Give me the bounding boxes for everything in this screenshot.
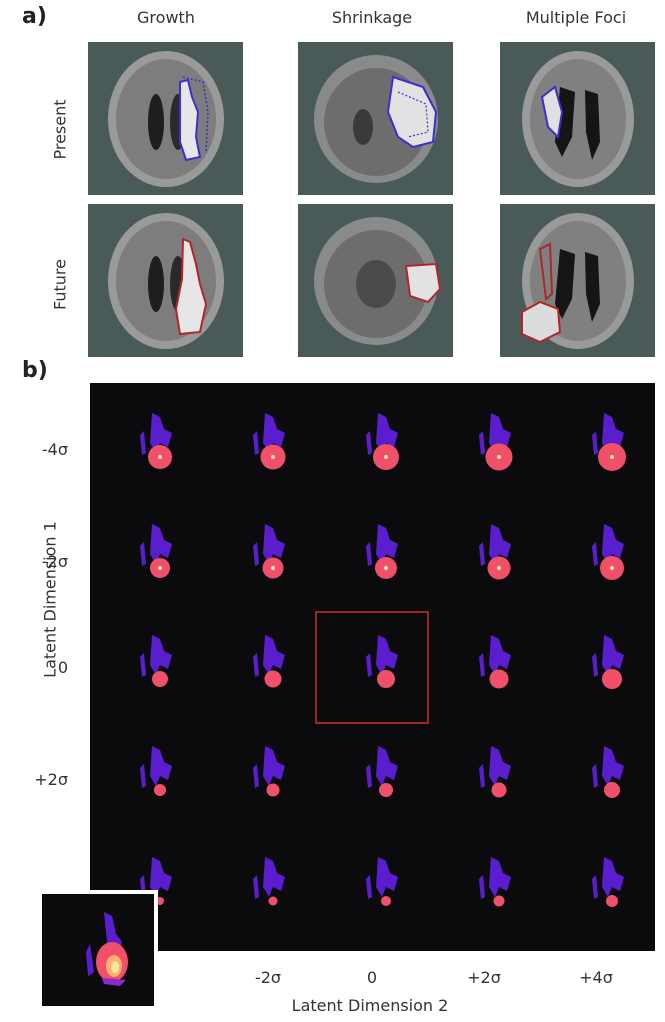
latent-sample	[253, 857, 285, 906]
latent-sample	[592, 746, 624, 798]
latent-sample	[592, 413, 626, 471]
mri-shrinkage-present	[298, 42, 453, 195]
inset-sample-zoom	[38, 890, 158, 1010]
column-title-growth: Growth	[137, 8, 195, 27]
latent-sample	[140, 413, 172, 469]
y-tick-label: -4σ	[41, 440, 68, 459]
column-title-shrinkage: Shrinkage	[331, 8, 413, 27]
column-title-multiple-foci: Multiple Foci	[525, 8, 627, 27]
mri-shrinkage-future	[298, 204, 453, 357]
latent-sample	[479, 413, 513, 471]
row-label-present: Present	[50, 99, 70, 160]
x-axis-title: Latent Dimension 2	[291, 996, 449, 1015]
latent-sample	[140, 635, 172, 687]
brain-scan-image	[521, 213, 634, 349]
latent-sample-grid	[90, 383, 655, 951]
latent-sample	[253, 746, 285, 797]
latent-sample	[479, 635, 511, 689]
center-sample-highlight-box	[315, 611, 429, 724]
brain-scan-image	[522, 51, 634, 187]
latent-sample	[592, 857, 624, 907]
panel-b-label: b)	[22, 358, 48, 383]
latent-sample	[253, 635, 285, 688]
x-tick-label: +4σ	[579, 968, 613, 987]
panel-a-label: a)	[22, 4, 47, 29]
latent-sample	[366, 413, 399, 470]
latent-sample	[479, 857, 511, 907]
latent-sample	[253, 524, 285, 579]
y-tick-label: 0	[57, 658, 68, 677]
mri-multiple-foci-present	[500, 42, 655, 195]
brain-scan-image	[314, 217, 442, 345]
x-tick-label: +2σ	[467, 968, 501, 987]
brain-scan-image	[108, 213, 224, 349]
mri-growth-present	[88, 42, 243, 195]
latent-sample	[366, 746, 398, 797]
brain-scan-image	[108, 51, 224, 187]
row-label-future: Future	[50, 259, 70, 310]
latent-sample	[366, 857, 398, 906]
mri-multiple-foci-future	[500, 204, 655, 357]
latent-sample	[366, 524, 398, 579]
latent-sample	[253, 413, 286, 470]
latent-sample	[592, 524, 624, 580]
latent-sample	[479, 746, 511, 798]
x-tick-label: 0	[366, 968, 378, 987]
y-tick-label: -2σ	[41, 552, 68, 571]
x-tick-label: -2σ	[254, 968, 282, 987]
inset-svg	[86, 912, 128, 986]
mri-growth-future	[88, 204, 243, 357]
latent-sample	[140, 746, 172, 796]
latent-sample	[592, 635, 624, 689]
brain-scan-image	[314, 55, 438, 183]
y-tick-label: +2σ	[34, 770, 68, 789]
latent-sample	[366, 635, 398, 688]
latent-sample	[140, 524, 172, 578]
y-axis-title: Latent Dimension 1	[40, 521, 60, 678]
latent-sample	[479, 524, 511, 580]
latent-grid-svg	[140, 413, 626, 907]
